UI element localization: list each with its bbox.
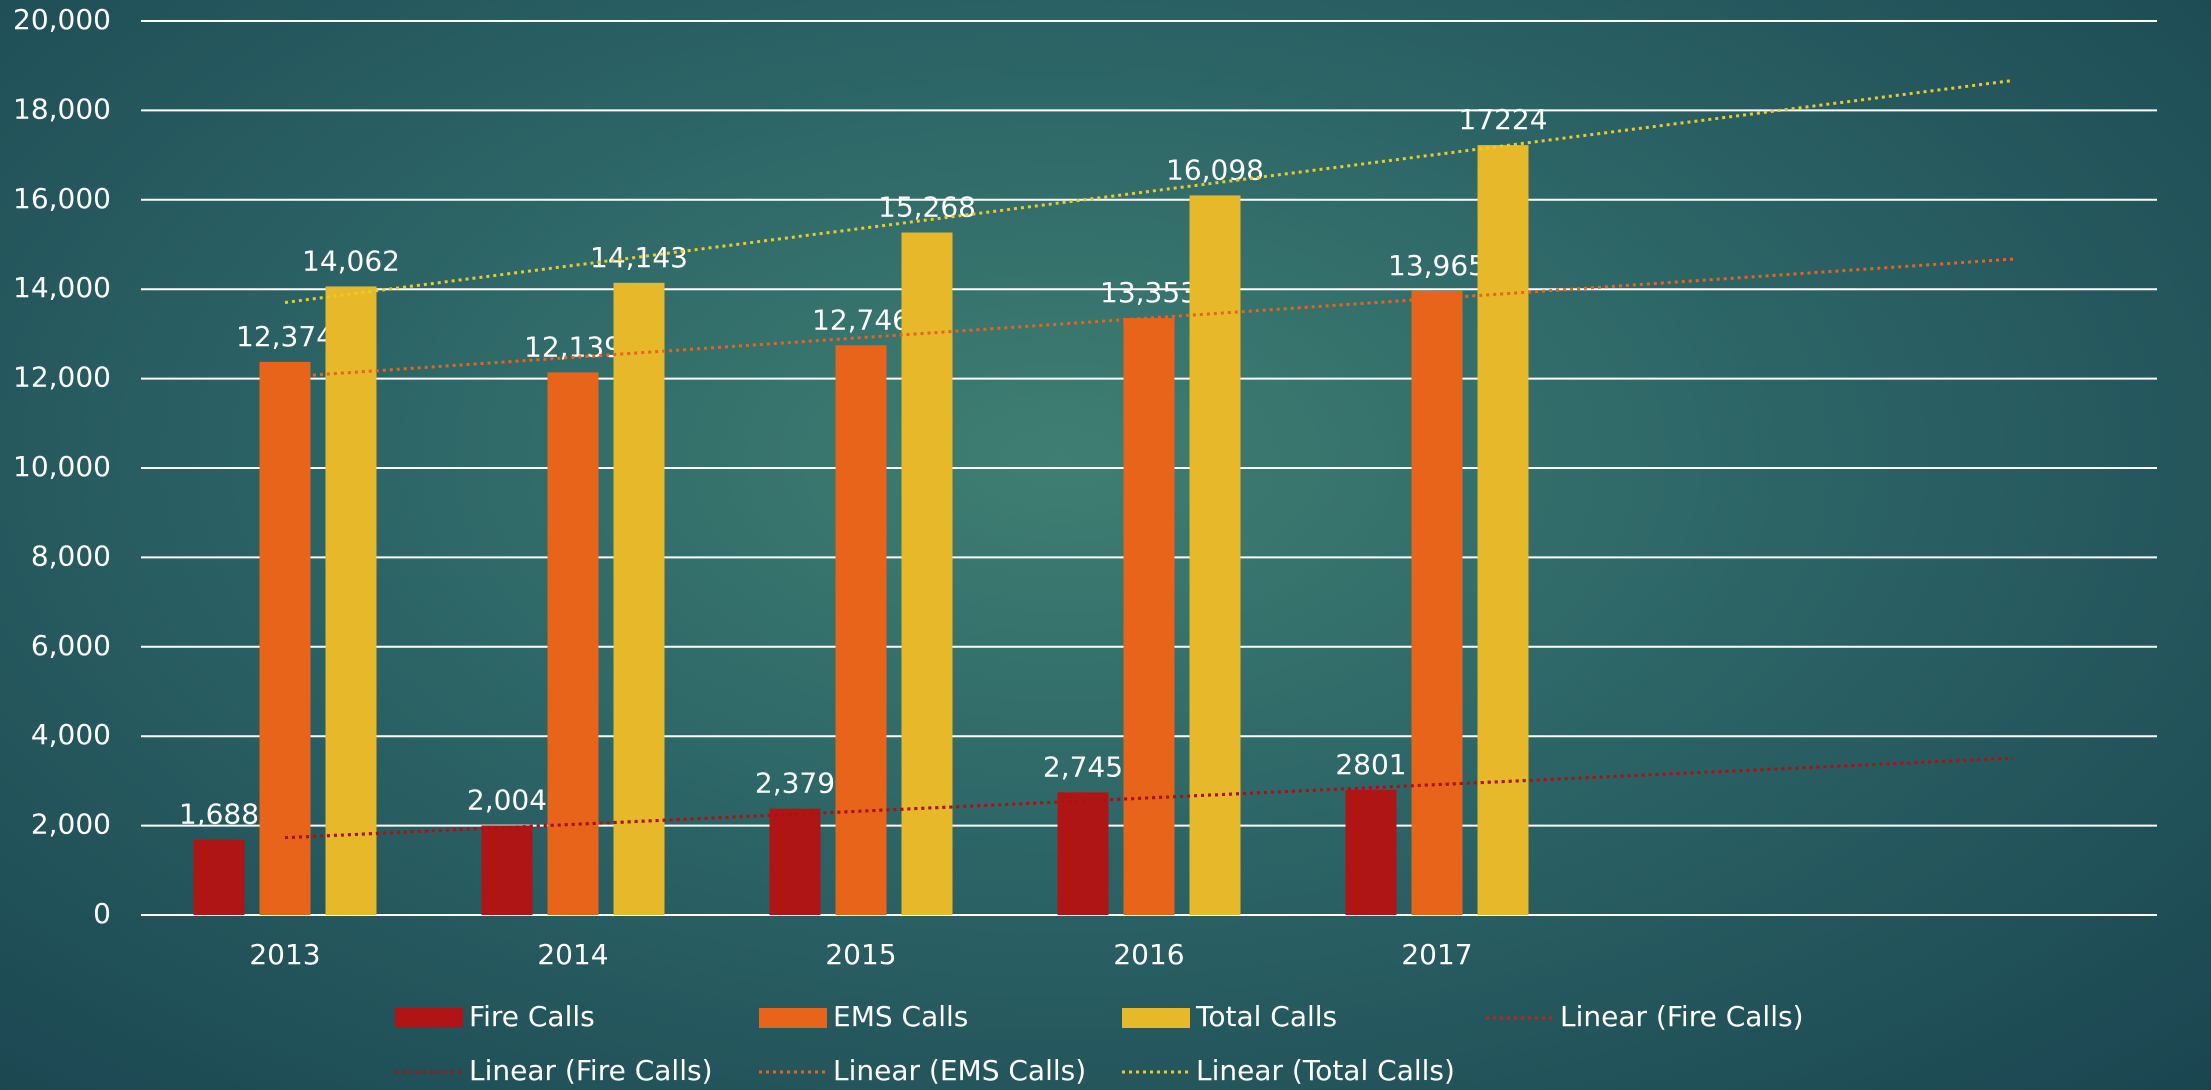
bar [547,372,599,915]
bar [325,286,377,915]
x-tick-label: 2013 [249,938,320,971]
y-tick-label: 10,000 [13,450,111,483]
bar [481,825,533,915]
bar [193,839,245,915]
data-label: 13,353 [1100,276,1198,309]
y-tick-label: 20,000 [13,3,111,36]
x-tick-label: 2014 [537,938,608,971]
legend-label: Linear (EMS Calls) [833,1054,1086,1087]
x-tick-label: 2017 [1401,938,1472,971]
data-label: 16,098 [1166,153,1264,186]
legend-swatch [759,1008,827,1028]
y-tick-label: 12,000 [13,361,111,394]
legend-label: Linear (Total Calls) [1196,1054,1455,1087]
trend-line [284,78,2014,304]
legend-label: Total Calls [1195,1000,1337,1033]
y-tick-label: 2,000 [31,808,111,841]
legend-swatch [395,1008,463,1028]
data-label: 15,268 [878,191,976,224]
legend-label: Linear (Fire Calls) [1560,1000,1804,1033]
y-tick-label: 4,000 [31,718,111,751]
bar [1477,145,1529,915]
data-label: 12,374 [236,320,334,353]
bar [1123,318,1175,915]
data-label: 17224 [1458,103,1547,136]
data-label: 14,062 [302,244,400,277]
legend-label: Fire Calls [469,1000,595,1033]
y-tick-label: 8,000 [31,539,111,572]
data-label: 12,746 [812,303,910,336]
y-tick-label: 18,000 [13,92,111,125]
bar [901,232,953,916]
y-tick-label: 6,000 [31,629,111,662]
data-label: 2,745 [1043,750,1123,783]
legend-swatch [1122,1008,1190,1028]
y-tick-label: 16,000 [13,182,111,215]
trend-line [284,257,2014,379]
data-label: 14,143 [590,241,688,274]
bar [1411,290,1463,915]
bar [613,282,665,916]
legend-label: Linear (Fire Calls) [469,1054,713,1087]
x-tick-label: 2016 [1113,938,1184,971]
bar [1345,789,1397,915]
y-tick-label: 14,000 [13,271,111,304]
legend-label: EMS Calls [833,1000,968,1033]
bar [1189,195,1241,915]
data-label: 13,965 [1388,249,1486,282]
data-label: 1,688 [179,798,259,831]
bar [259,361,311,915]
bar [1057,792,1109,915]
bar [769,808,821,915]
trend-line [284,756,2014,840]
data-label: 2801 [1335,748,1406,781]
y-tick-label: 0 [93,897,111,930]
data-label: 2,379 [755,767,835,800]
bar [835,345,887,916]
x-tick-label: 2015 [825,938,896,971]
data-label: 2,004 [467,783,547,816]
